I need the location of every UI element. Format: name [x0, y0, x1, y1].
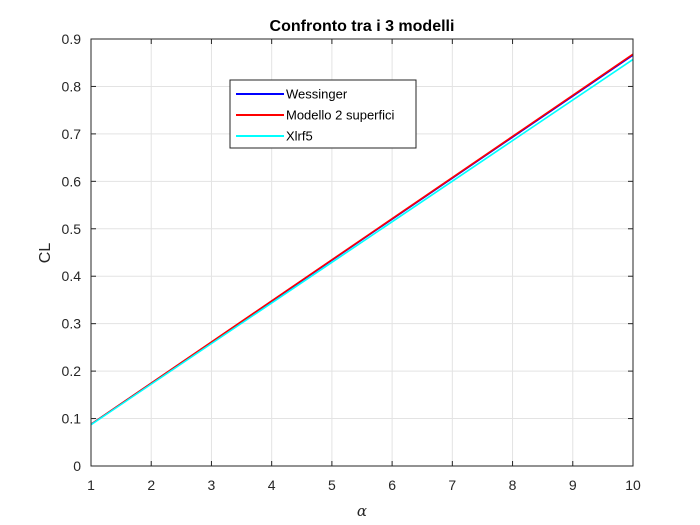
plot-frame: [90, 38, 634, 467]
x-tick-label: 2: [147, 477, 155, 493]
x-tick-label: 4: [268, 477, 276, 493]
y-tick-label: 0.2: [62, 363, 82, 379]
legend-label-2: Modello 2 superfici: [286, 108, 394, 123]
y-tick-label: 0.7: [62, 126, 82, 142]
ticks: [90, 38, 634, 467]
series-line-2: [90, 53, 634, 425]
x-tick-label: 9: [569, 477, 577, 493]
y-tick-label: 0.9: [62, 31, 82, 47]
y-tick-label: 0.6: [62, 173, 82, 189]
x-tick-label: 6: [388, 477, 396, 493]
y-axis-label: CL: [37, 243, 54, 264]
series-layer: [90, 53, 634, 426]
y-tick-label: 0.4: [62, 268, 82, 284]
series-line-3: [90, 58, 634, 426]
x-axis-label: α: [357, 502, 367, 520]
chart-title: Confronto tra i 3 modelli: [270, 18, 455, 35]
y-tick-label: 0.5: [62, 221, 82, 237]
tick-labels: 1 2 3 4 5 6 7 8 9 10 0 0.1 0.2 0.3 0.4 0.5 0.6 0.7 0.8 0.9: [62, 31, 641, 493]
x-tick-label: 3: [208, 477, 216, 493]
x-tick-label: 5: [328, 477, 336, 493]
legend: Wessinger Modello 2 superfici Xlrf5: [229, 79, 417, 149]
y-tick-label: 0.3: [62, 316, 82, 332]
legend-label-1: Wessinger: [286, 87, 348, 102]
y-tick-label: 0.1: [62, 411, 82, 427]
x-tick-label: 8: [509, 477, 517, 493]
x-tick-label: 7: [448, 477, 456, 493]
y-tick-label: 0: [73, 458, 81, 474]
legend-label-3: Xlrf5: [286, 129, 313, 144]
y-tick-label: 0.8: [62, 78, 82, 94]
x-tick-label: 10: [625, 477, 641, 493]
x-tick-label: 1: [87, 477, 95, 493]
